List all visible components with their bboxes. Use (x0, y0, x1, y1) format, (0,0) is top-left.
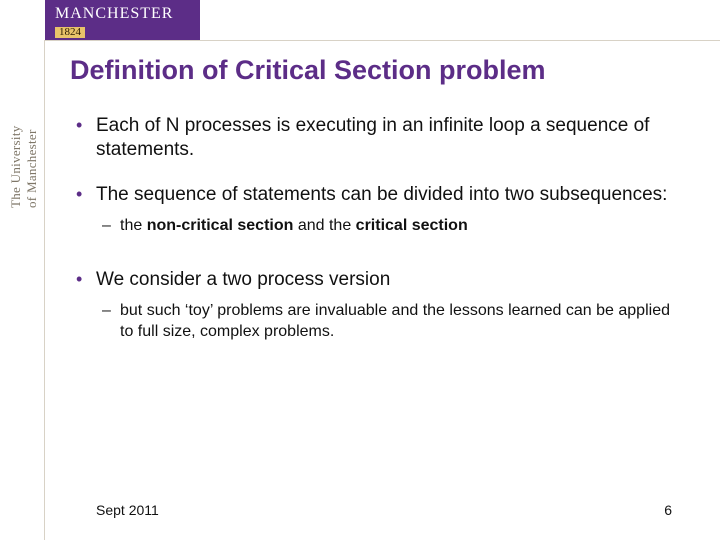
bullet-item: We consider a two process version but su… (70, 268, 680, 343)
top-rule (45, 40, 720, 41)
vertical-line1: The University (8, 125, 23, 208)
vertical-line2: of Manchester (24, 129, 39, 208)
sub-bullet-bold: non-critical section (147, 217, 294, 234)
vertical-brand-text: The University of Manchester (8, 48, 40, 208)
side-strip: The University of Manchester (0, 40, 45, 540)
sub-bullet-item: the non-critical section and the critica… (96, 215, 680, 236)
brand-logo: MANCHESTER 1824 (45, 0, 200, 40)
bullet-list: Each of N processes is executing in an i… (70, 114, 680, 343)
bullet-item: The sequence of statements can be divide… (70, 183, 680, 236)
sub-bullet-list: but such ‘toy’ problems are invaluable a… (96, 300, 680, 342)
sub-bullet-item: but such ‘toy’ problems are invaluable a… (96, 300, 680, 342)
bullet-text: Each of N processes is executing in an i… (96, 115, 649, 160)
brand-logo-main: MANCHESTER (55, 6, 190, 23)
sub-bullet-list: the non-critical section and the critica… (96, 215, 680, 236)
footer-page: 6 (664, 502, 672, 518)
sub-bullet-text: but such ‘toy’ problems are invaluable a… (120, 302, 670, 340)
sub-bullet-prefix: the (120, 217, 147, 234)
bullet-text: We consider a two process version (96, 269, 390, 290)
footer-date: Sept 2011 (96, 502, 159, 518)
bullet-text: The sequence of statements can be divide… (96, 184, 667, 205)
sub-bullet-mid: and the (293, 217, 355, 234)
slide-body: Definition of Critical Section problem E… (70, 55, 680, 520)
brand-logo-year: 1824 (55, 27, 85, 39)
bullet-item: Each of N processes is executing in an i… (70, 114, 680, 163)
slide-title: Definition of Critical Section problem (70, 55, 680, 86)
sub-bullet-bold: critical section (356, 217, 468, 234)
